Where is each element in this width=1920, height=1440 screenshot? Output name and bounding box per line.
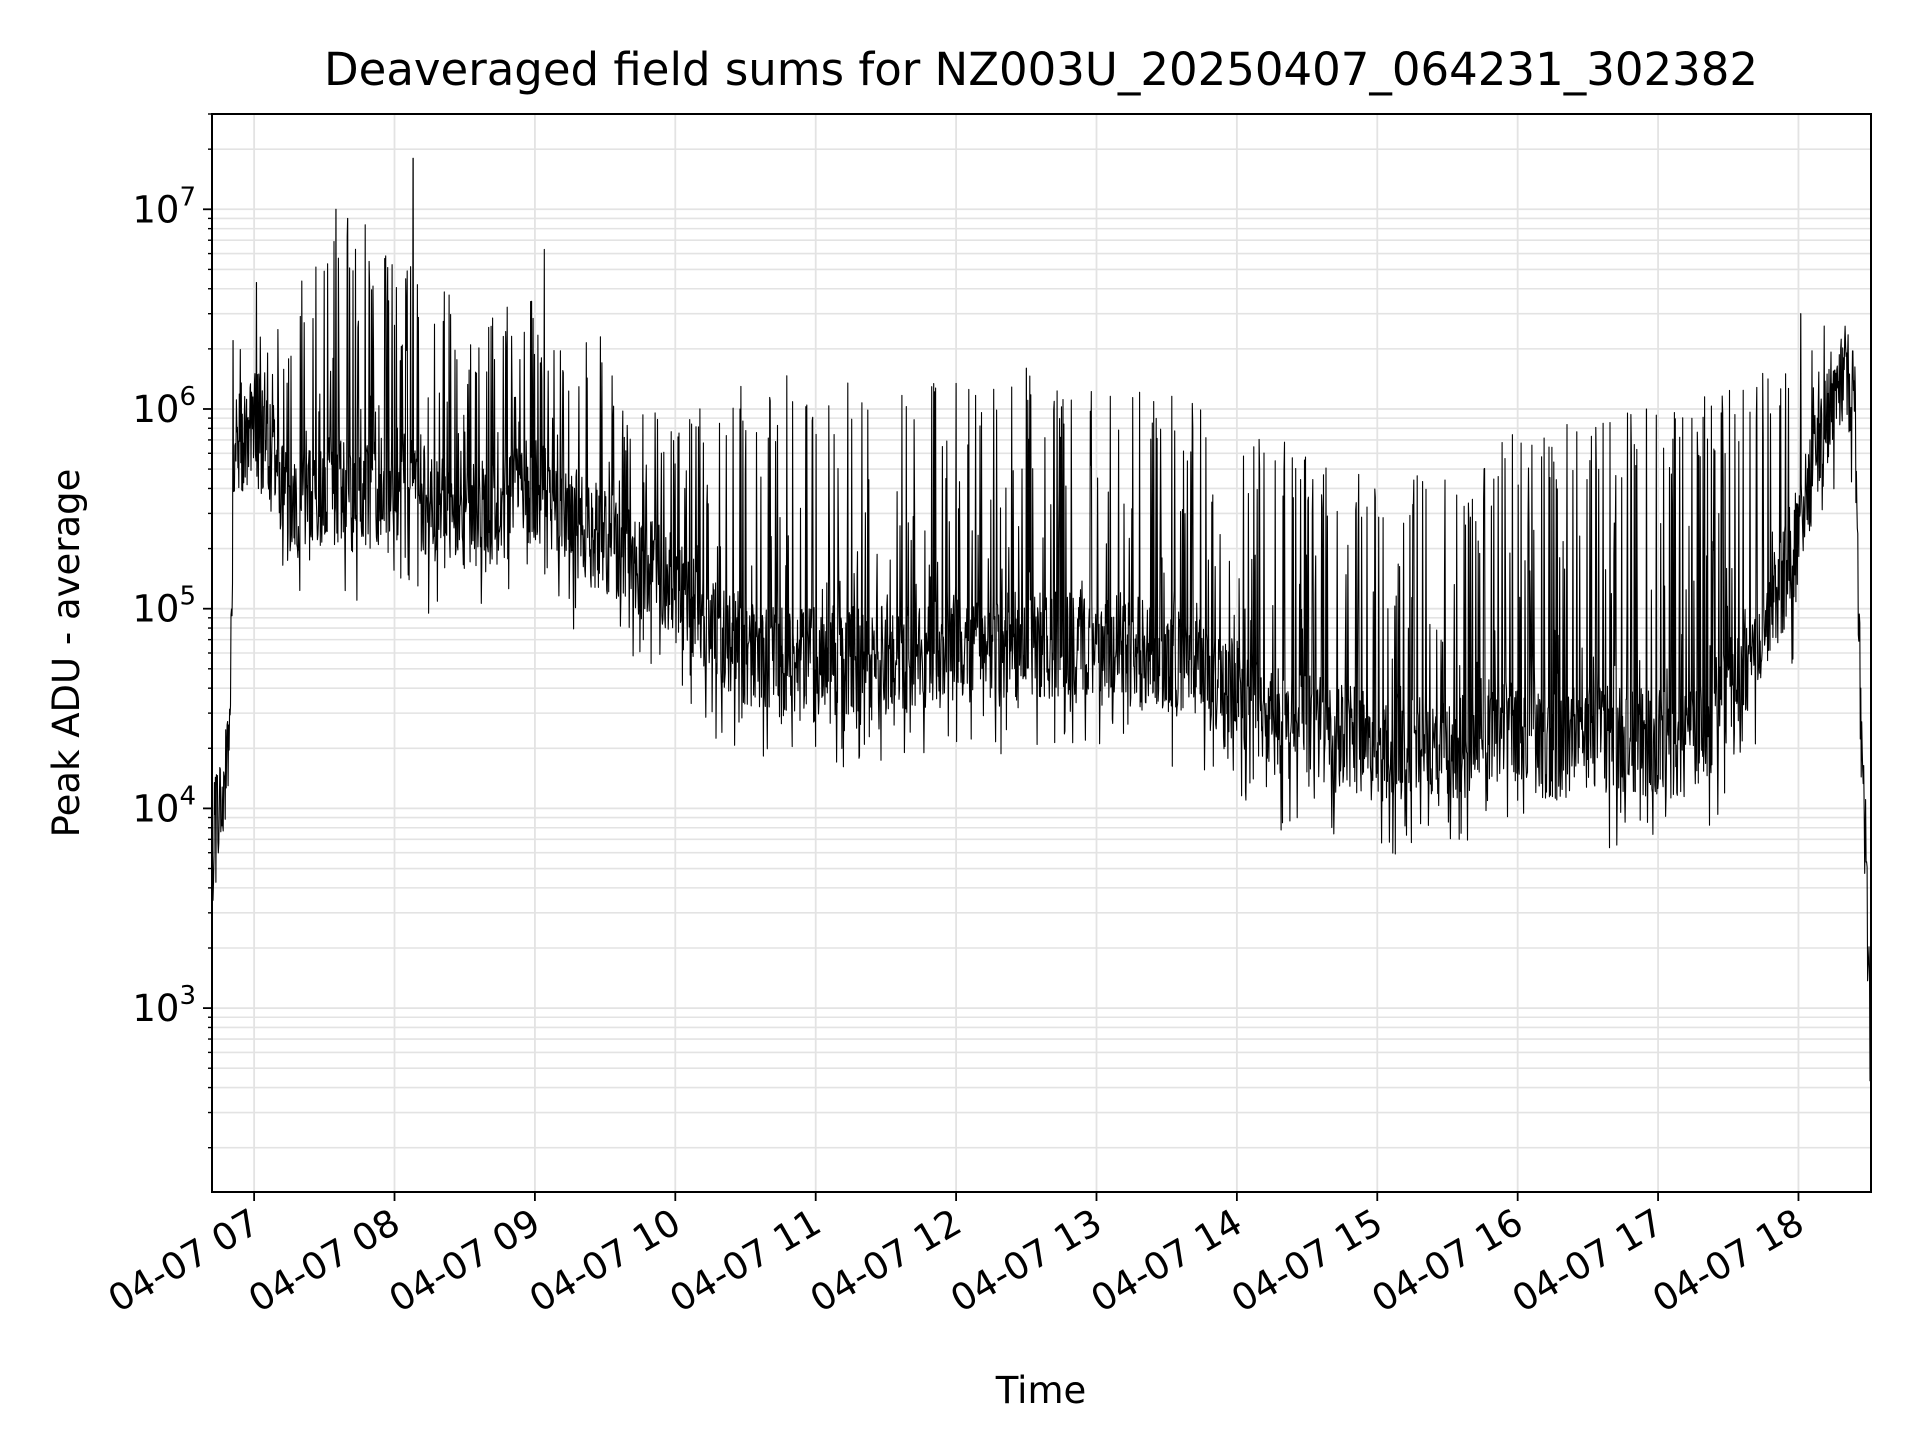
y-tick-label: 107 — [132, 182, 196, 231]
grid — [212, 113, 1871, 1192]
series-path — [211, 157, 1872, 1082]
axis-ticks — [203, 113, 1800, 1201]
series-line — [211, 157, 1872, 1082]
y-axis-label: Peak ADU - average — [45, 469, 88, 838]
chart-title: Deaveraged field sums for NZ003U_2025040… — [324, 43, 1758, 96]
y-tick-label: 103 — [132, 981, 196, 1030]
y-tick-label: 106 — [132, 382, 196, 431]
y-tick-label: 104 — [132, 781, 196, 830]
y-tick-label: 105 — [132, 582, 196, 631]
x-axis-label: Time — [995, 1369, 1087, 1412]
y-tick-labels: 103 104 105 106 107 — [132, 182, 196, 1030]
